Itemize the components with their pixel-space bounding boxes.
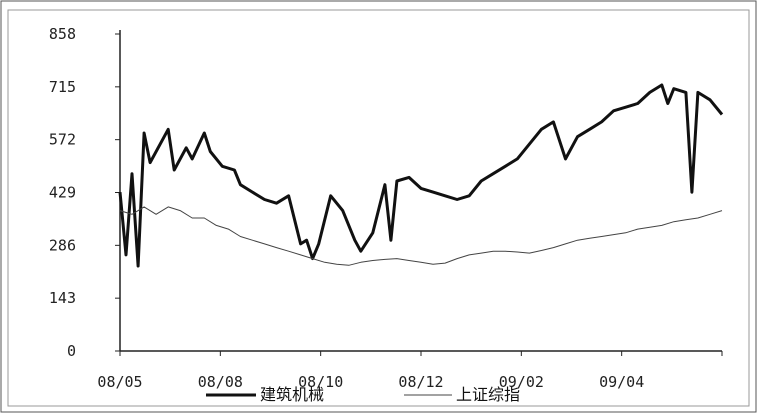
- y-tick-label: 143: [49, 289, 76, 307]
- x-tick-label: 08/08: [198, 373, 243, 391]
- x-tick-label: 09/04: [599, 373, 644, 391]
- y-tick-label: 286: [49, 236, 76, 254]
- series-line-construction-machinery: [118, 83, 724, 268]
- x-tick-label: 09/02: [499, 373, 544, 391]
- y-tick-label: 429: [49, 184, 76, 202]
- y-tick-label: 858: [49, 25, 76, 43]
- x-tick-label: 08/05: [97, 373, 142, 391]
- legend: 建筑机械 上证综指: [206, 385, 520, 404]
- x-tick-label: 08/10: [298, 373, 343, 391]
- series-group: [118, 83, 724, 268]
- y-tick-label: 572: [49, 131, 76, 149]
- legend-label-shanghai-composite: 上证综指: [456, 385, 520, 404]
- tick-labels: 0 143 286 429 572 715 858 08/05 08/08 08/10 08/12 0…: [49, 25, 723, 391]
- legend-label-construction-machinery: 建筑机械: [260, 385, 324, 404]
- inner-border: [7, 9, 750, 407]
- x-tick-label: 08/12: [398, 373, 443, 391]
- y-tick-label: 715: [49, 78, 76, 96]
- series-line-shanghai-composite: [119, 206, 723, 266]
- y-tick-label: 0: [67, 342, 76, 360]
